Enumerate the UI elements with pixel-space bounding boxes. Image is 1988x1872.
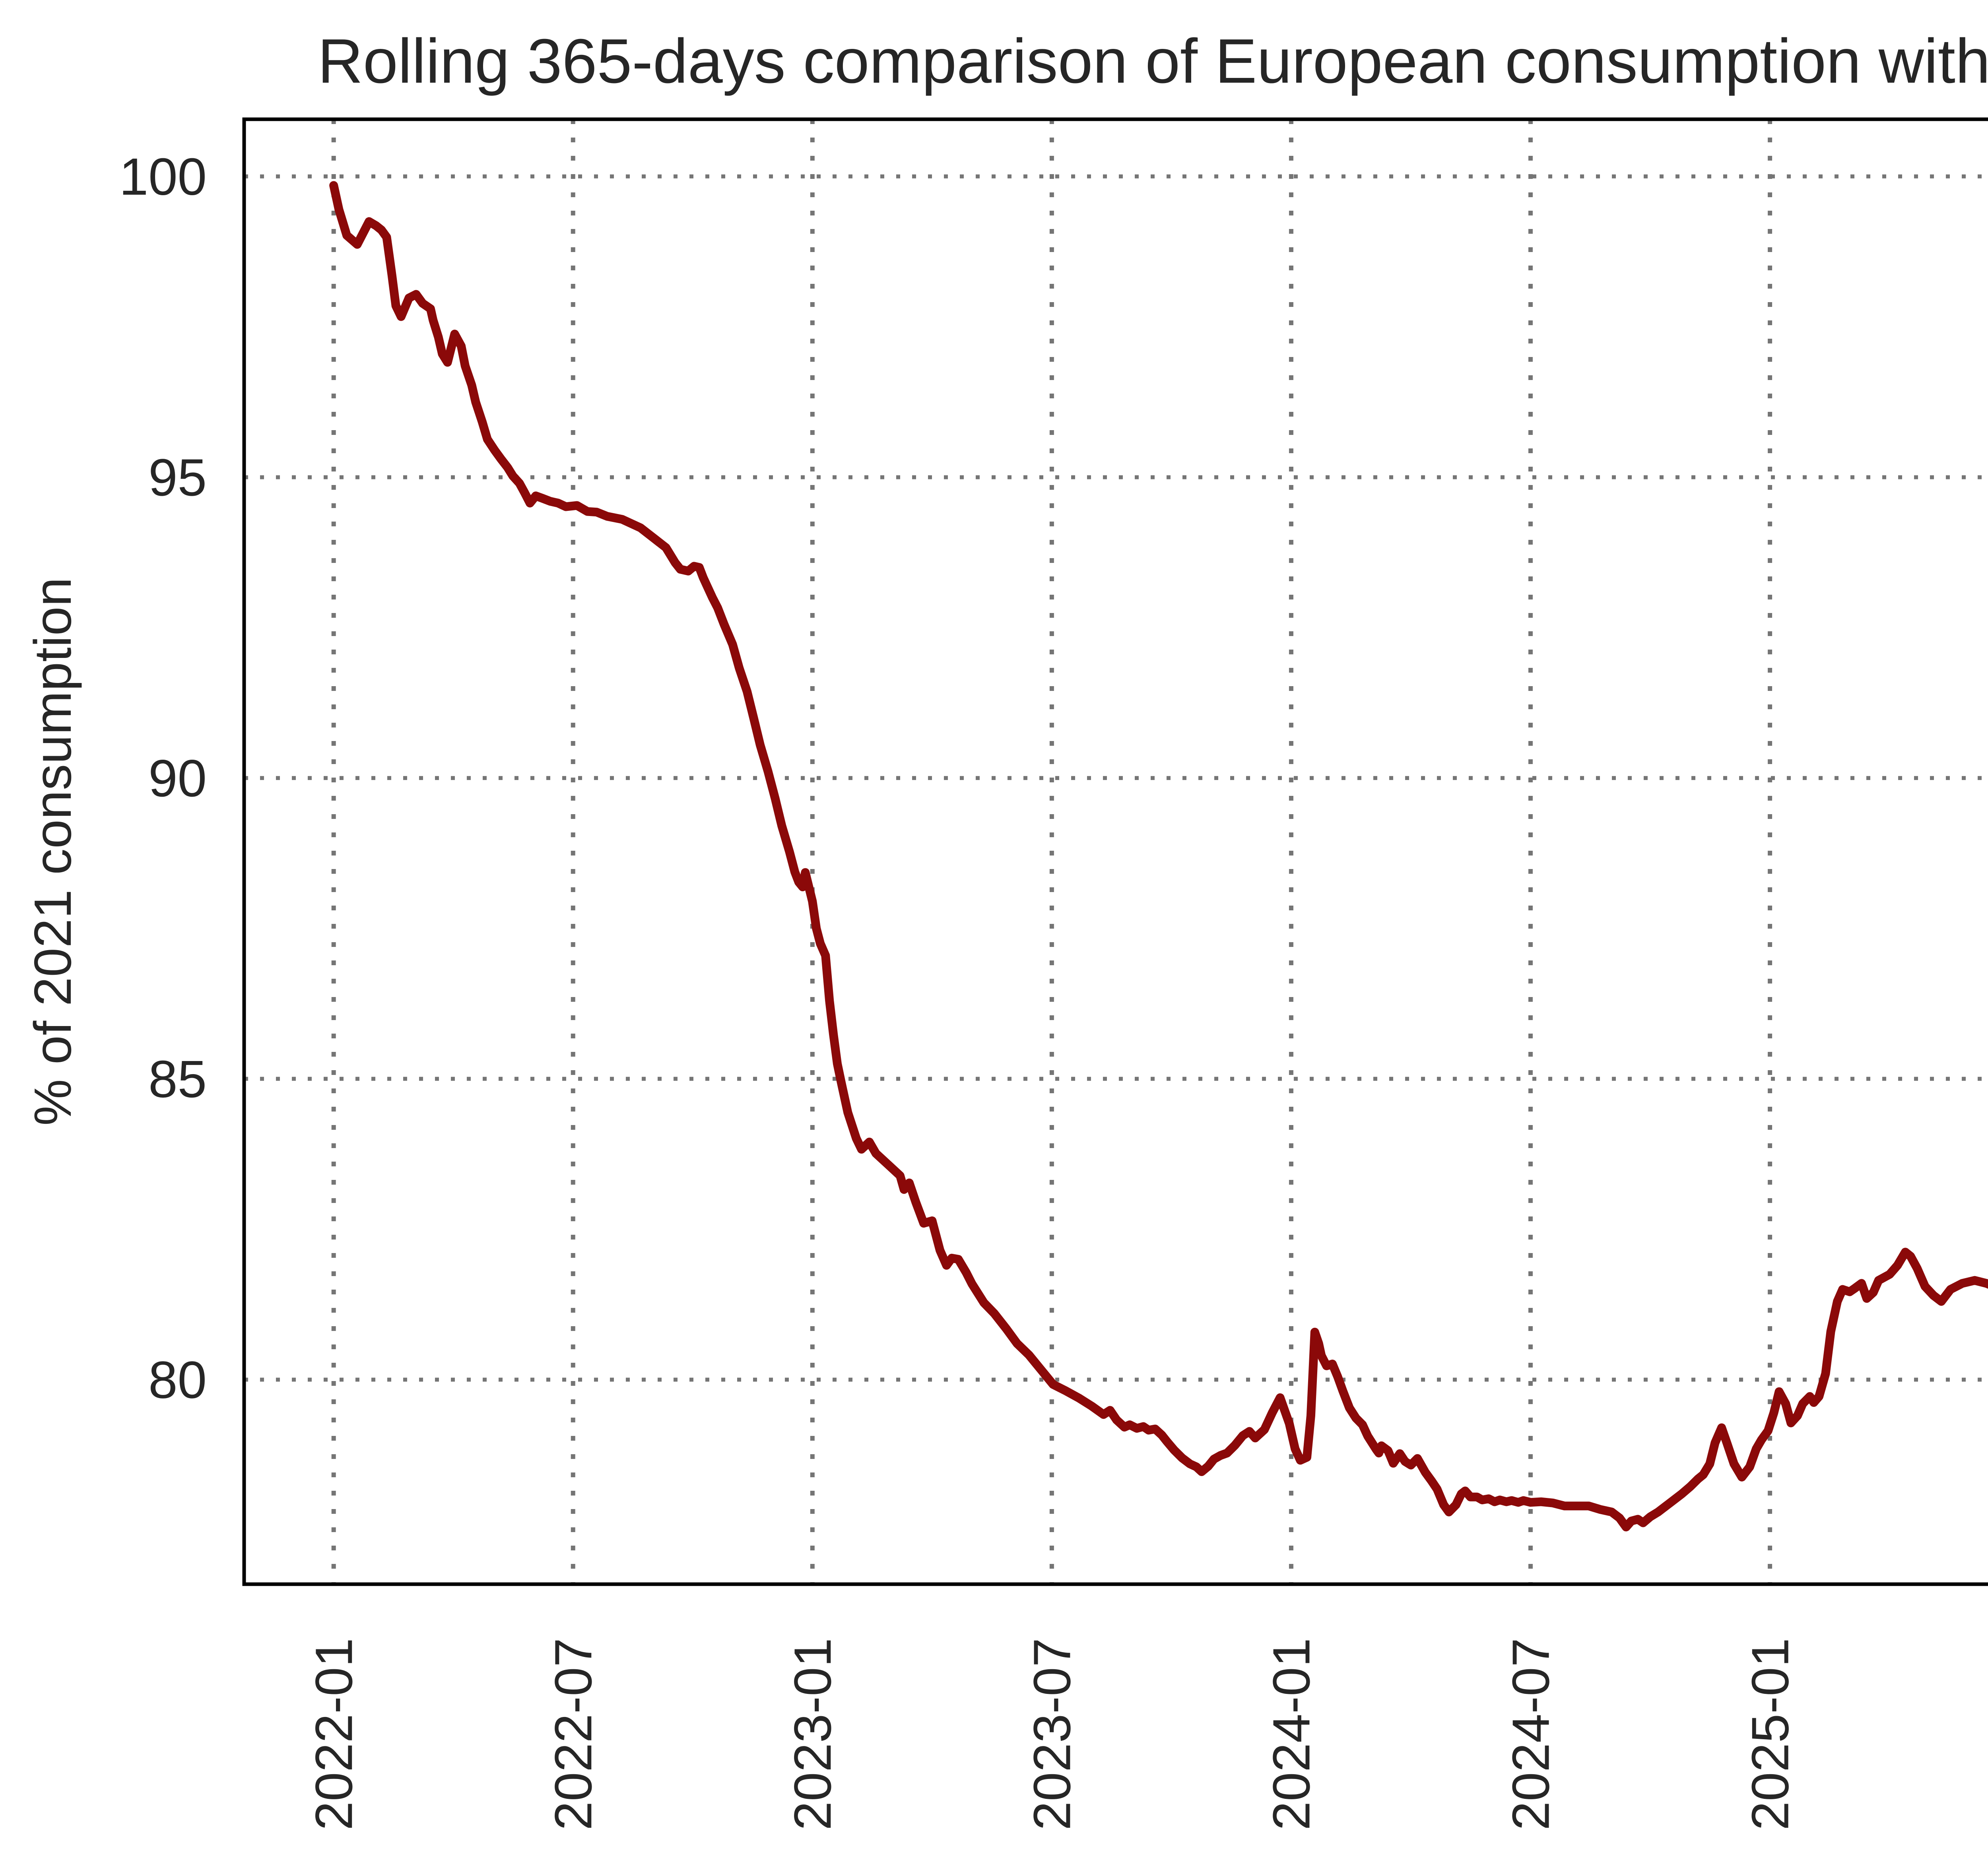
x-tick-label: 2023-01 bbox=[783, 1638, 842, 1830]
y-tick-label: 80 bbox=[148, 1350, 207, 1409]
chart-title: Rolling 365-days comparison of European … bbox=[318, 26, 1988, 96]
grid-layer bbox=[244, 119, 1988, 1584]
plot-border bbox=[242, 117, 1988, 1586]
x-tick-label: 2023-07 bbox=[1023, 1638, 1081, 1830]
x-tick-label: 2025-07 bbox=[1980, 1638, 1988, 1830]
y-tick-label: 85 bbox=[148, 1050, 207, 1108]
consumption-line bbox=[329, 181, 1988, 1532]
y-tick-label: 90 bbox=[148, 749, 207, 807]
y-axis-label: % of 2021 consumption bbox=[23, 577, 82, 1126]
y-tick-label: 100 bbox=[119, 147, 207, 206]
y-axis-tick-labels: 100 95 90 85 80 bbox=[119, 147, 207, 1409]
x-axis-tick-labels: 2022-01 2022-07 2023-01 2023-07 2024-01 2024-… bbox=[305, 1638, 1988, 1830]
x-tick-label: 2022-07 bbox=[544, 1638, 602, 1830]
x-tick-label: 2025-01 bbox=[1741, 1638, 1800, 1830]
x-tick-label: 2024-01 bbox=[1262, 1638, 1320, 1830]
x-tick-label: 2024-07 bbox=[1502, 1638, 1560, 1830]
x-tick-label: 2022-01 bbox=[305, 1638, 363, 1830]
y-tick-label: 95 bbox=[148, 448, 207, 506]
